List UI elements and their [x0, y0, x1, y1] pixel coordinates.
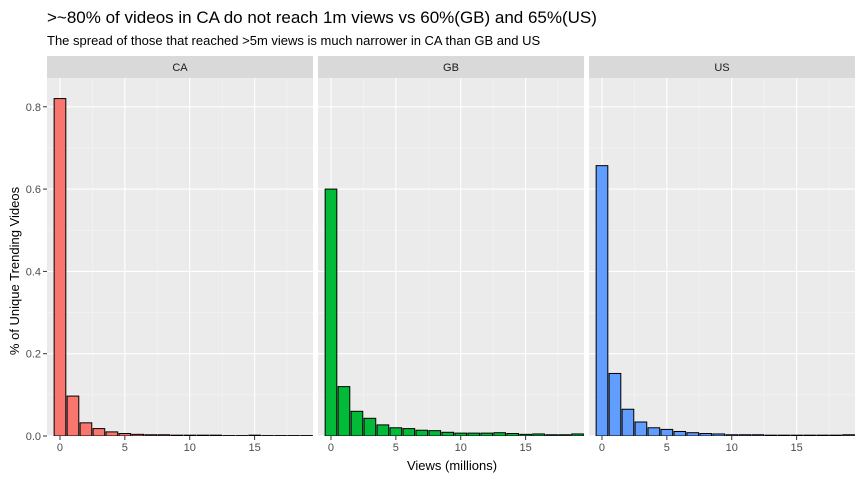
- bar-gb-15: [519, 433, 532, 436]
- facet-strip: [47, 56, 313, 78]
- bar-us-16: [803, 434, 816, 436]
- bar-gb-5: [389, 427, 403, 436]
- bar-us-9: [712, 433, 726, 436]
- bars: [324, 188, 584, 436]
- bar-ca-1: [66, 395, 80, 436]
- bar-gb-11: [467, 432, 481, 436]
- bar-ca-11: [196, 434, 210, 436]
- x-tick-label: 10: [184, 442, 196, 454]
- x-tick-label: 0: [57, 442, 63, 454]
- bar-us-15: [790, 434, 803, 436]
- panel-us: US 0 5 10 15: [589, 56, 855, 454]
- bar-us-6: [673, 430, 687, 436]
- bar-gb-1: [337, 386, 351, 436]
- bar-gb-19: [571, 433, 584, 436]
- bar-us-5: [660, 428, 674, 436]
- bar-gb-13: [493, 432, 506, 436]
- x-axis-title: Views (millions): [407, 458, 497, 473]
- chart-title: >~80% of videos in CA do not reach 1m vi…: [47, 8, 597, 27]
- facet-strip: [318, 56, 584, 78]
- bar-ca-10: [183, 434, 197, 436]
- bar-us-0: [595, 165, 609, 436]
- bar-ca-8: [157, 434, 171, 436]
- bar-gb-9: [441, 431, 455, 436]
- bar-ca-0: [53, 98, 67, 436]
- bar-gb-7: [415, 429, 429, 436]
- bar-gb-0: [324, 188, 338, 436]
- bar-gb-16: [532, 433, 545, 436]
- bar-us-17: [816, 434, 829, 436]
- bar-gb-3: [363, 417, 377, 436]
- x-tick-label: 5: [122, 442, 128, 454]
- x-tick-label: 10: [726, 442, 738, 454]
- panel-background: [47, 78, 313, 436]
- facet-label: CA: [172, 62, 188, 74]
- panel-ca: CA 0 5 10 15: [47, 56, 313, 454]
- facet-strip: [589, 56, 855, 78]
- panel-background: [318, 78, 584, 436]
- y-axis-title: % of Unique Trending Videos: [7, 186, 22, 355]
- bar-gb-4: [376, 424, 390, 436]
- facet-label: US: [714, 62, 729, 74]
- bar-ca-5: [118, 433, 132, 436]
- panels: CA 0 5 10 15 GB 0 5 10 15 US 0 5 10 15: [47, 56, 855, 454]
- bar-us-1: [608, 372, 622, 436]
- bar-us-13: [764, 434, 777, 436]
- bar-us-3: [634, 421, 648, 436]
- bar-ca-4: [105, 431, 119, 436]
- bar-us-14: [777, 434, 790, 436]
- bar-us-19: [842, 434, 855, 436]
- panel-gb: GB 0 5 10 15: [318, 56, 584, 454]
- bar-gb-14: [506, 433, 519, 436]
- bar-ca-12: [209, 434, 223, 436]
- x-tick-label: 15: [790, 442, 802, 454]
- y-tick-label: 0.0: [26, 431, 41, 443]
- bar-gb-10: [454, 432, 468, 436]
- x-tick-label: 15: [248, 442, 260, 454]
- bar-us-7: [686, 432, 700, 436]
- x-tick-label: 15: [519, 442, 531, 454]
- bars: [595, 165, 855, 436]
- x-tick-label: 0: [328, 442, 334, 454]
- y-tick-label: 0.2: [26, 349, 41, 361]
- bar-gb-8: [428, 430, 442, 436]
- bar-ca-9: [170, 434, 184, 436]
- bar-ca-15: [248, 434, 261, 436]
- bar-us-18: [829, 434, 842, 436]
- bar-gb-17: [545, 434, 558, 436]
- bar-gb-18: [558, 434, 571, 436]
- bar-gb-6: [402, 428, 416, 436]
- bar-ca-3: [92, 428, 106, 436]
- bar-ca-2: [79, 422, 93, 436]
- chart-subtitle: The spread of those that reached >5m vie…: [47, 33, 540, 48]
- bar-ca-7: [144, 434, 158, 436]
- y-tick-label: 0.6: [26, 184, 41, 196]
- bar-ca-6: [131, 433, 145, 436]
- x-tick-label: 5: [664, 442, 670, 454]
- bar-us-2: [621, 408, 635, 436]
- bar-us-4: [647, 427, 661, 436]
- x-tick-label: 10: [455, 442, 467, 454]
- x-tick-label: 5: [393, 442, 399, 454]
- bar-us-8: [699, 433, 713, 436]
- bar-us-12: [751, 434, 765, 436]
- x-tick-label: 0: [599, 442, 605, 454]
- bars: [53, 98, 313, 436]
- y-tick-label: 0.4: [26, 266, 41, 278]
- bar-gb-2: [350, 410, 364, 436]
- bar-us-10: [725, 434, 739, 436]
- facet-label: GB: [443, 62, 459, 74]
- bar-us-11: [738, 434, 752, 436]
- panel-background: [589, 78, 855, 436]
- y-axis: 0.0 0.2 0.4 0.6 0.8: [26, 102, 47, 443]
- bar-gb-12: [480, 432, 494, 436]
- y-tick-label: 0.8: [26, 102, 41, 114]
